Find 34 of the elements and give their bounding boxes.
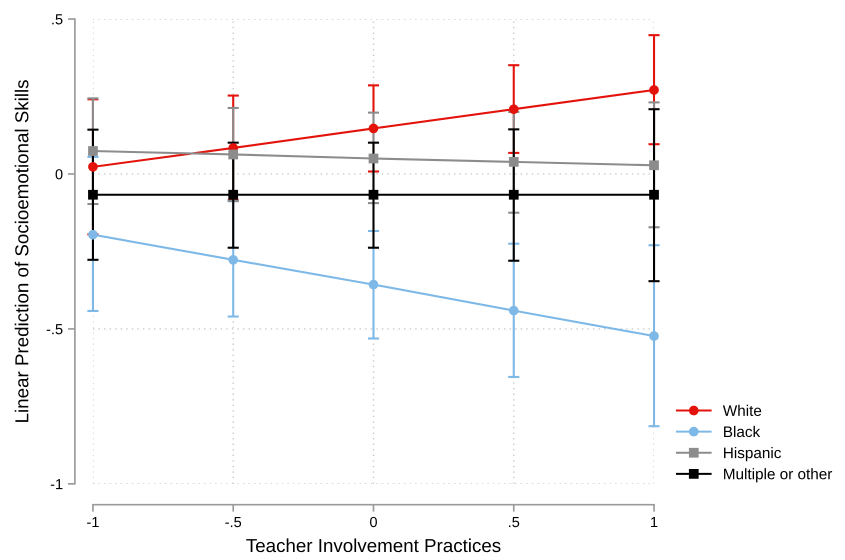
point — [88, 230, 98, 240]
point — [88, 162, 98, 172]
legend-label: Multiple or other — [724, 468, 832, 482]
point — [368, 280, 378, 290]
point — [649, 190, 659, 200]
point — [649, 160, 659, 170]
x-tick-label: 0 — [370, 516, 377, 528]
x-axis-title: Teacher Involvement Practices — [246, 538, 500, 552]
point — [228, 150, 238, 160]
point — [508, 190, 519, 200]
point — [649, 85, 659, 95]
x-tick-label: -1 — [87, 517, 99, 528]
point — [368, 190, 378, 200]
point — [368, 124, 378, 134]
point — [649, 331, 659, 341]
point — [228, 190, 238, 200]
y-tick-label: -.5 — [46, 324, 62, 334]
point — [508, 306, 519, 316]
x-tick-label: -.5 — [225, 517, 242, 528]
y-axis-title: Linear Prediction of Socioemotional Skills — [14, 80, 28, 422]
legend-label: White — [722, 404, 762, 416]
y-tick-label: -1 — [50, 479, 62, 490]
legend-label: Black — [724, 426, 760, 438]
legend-label: Hispanic — [724, 447, 781, 462]
point — [508, 104, 519, 114]
x-tick-label: 1 — [651, 517, 658, 528]
y-tick-label: 0 — [56, 169, 63, 180]
x-tick-label: .5 — [509, 517, 520, 528]
point — [88, 190, 98, 200]
y-tick-label: .5 — [52, 14, 62, 24]
point — [228, 254, 238, 265]
point — [508, 157, 519, 167]
point — [88, 146, 98, 156]
point — [368, 154, 378, 164]
